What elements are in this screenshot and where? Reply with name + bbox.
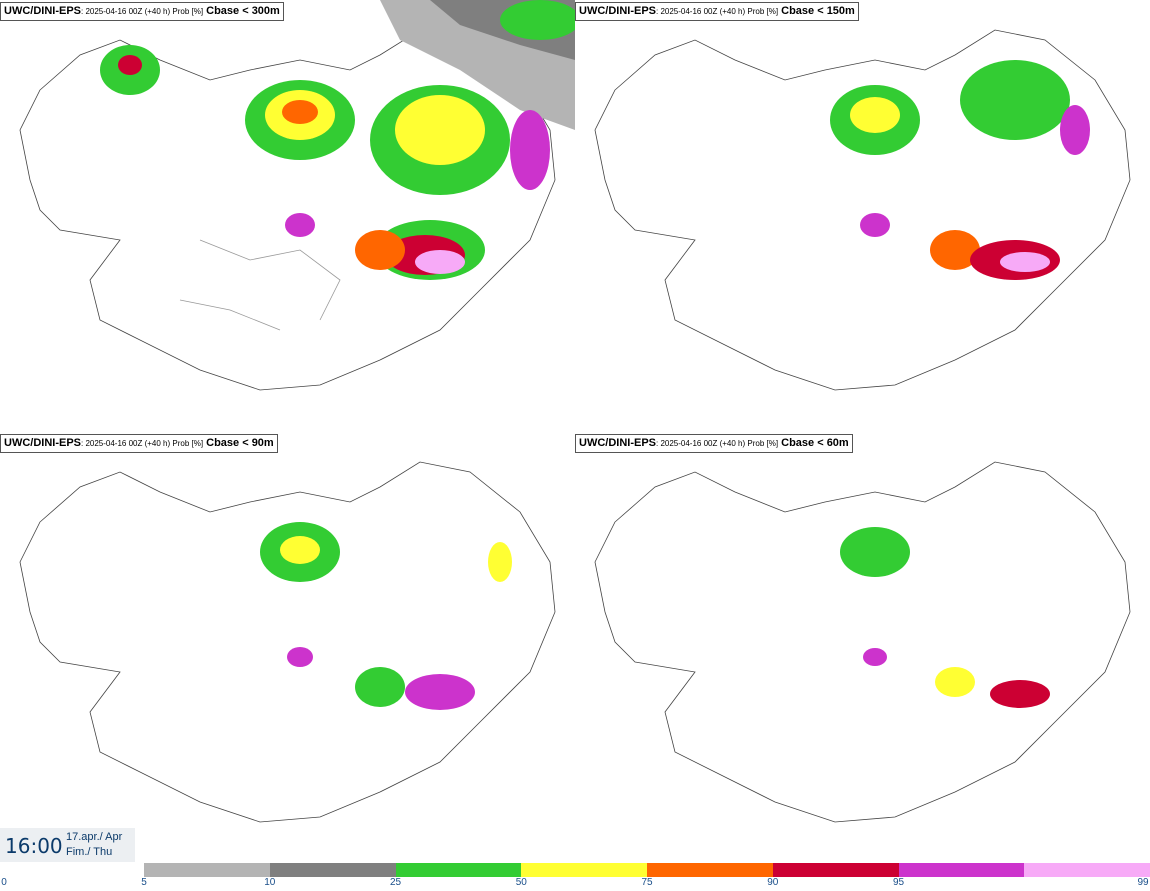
iceland-map: [19, 461, 556, 823]
probability-overlay: [260, 522, 512, 710]
panel-title: UWC/DINI-EPS: 2025-04-16 00Z (+40 h) Pro…: [0, 2, 284, 21]
probability-overlay: [830, 60, 1090, 280]
valid-time: 16:00: [5, 834, 63, 858]
valid-date: 17.apr./ Apr: [66, 831, 123, 843]
panel-title: UWC/DINI-EPS: 2025-04-16 00Z (+40 h) Pro…: [575, 2, 859, 21]
probability-overlay: [100, 0, 575, 280]
iceland-map: [594, 461, 1131, 823]
colorbar-tick-label: 0: [1, 877, 7, 888]
colorbar-segment: [395, 863, 522, 877]
iceland-map: [594, 29, 1131, 391]
colorbar: [144, 863, 1150, 877]
map-panel-150m: UWC/DINI-EPS: 2025-04-16 00Z (+40 h) Pro…: [575, 0, 1150, 430]
coastline: [594, 29, 1131, 391]
valid-weekday: Fim./ Thu: [66, 846, 113, 858]
coastline: [19, 29, 556, 391]
colorbar-tick-label: 25: [389, 877, 402, 888]
colorbar-tick-label: 50: [515, 877, 527, 888]
colorbar-tick-label: 5: [141, 877, 147, 888]
iceland-map: [19, 0, 575, 391]
panel-title: UWC/DINI-EPS: 2025-04-16 00Z (+40 h) Pro…: [0, 434, 278, 453]
colorbar-tick-label: 75: [641, 877, 653, 888]
map-panel-90m: UWC/DINI-EPS: 2025-04-16 00Z (+40 h) Pro…: [0, 432, 575, 862]
colorbar-tick-label: 10: [264, 877, 276, 888]
colorbar-tick-label: 95: [892, 877, 905, 888]
coastline: [594, 461, 1131, 823]
colorbar-tick-label: 90: [767, 877, 779, 888]
colorbar-segment: [1024, 863, 1150, 877]
colorbar-segment: [647, 863, 773, 877]
coastline: [19, 461, 556, 823]
colorbar-segment: [521, 863, 647, 877]
panel-title: UWC/DINI-EPS: 2025-04-16 00Z (+40 h) Pro…: [575, 434, 853, 453]
colorbar-segment: [144, 863, 270, 877]
map-panel-60m: UWC/DINI-EPS: 2025-04-16 00Z (+40 h) Pro…: [575, 432, 1150, 862]
colorbar-segment: [772, 863, 899, 877]
colorbar-segment: [269, 863, 396, 877]
probability-overlay: [840, 527, 1050, 708]
valid-time-box: 16:00 17.apr./ Apr Fim./ Thu: [0, 828, 135, 862]
map-panel-300m: UWC/DINI-EPS: 2025-04-16 00Z (+40 h) Pro…: [0, 0, 575, 430]
colorbar-segment: [898, 863, 1025, 877]
colorbar-tick-label: 99: [1137, 877, 1149, 888]
